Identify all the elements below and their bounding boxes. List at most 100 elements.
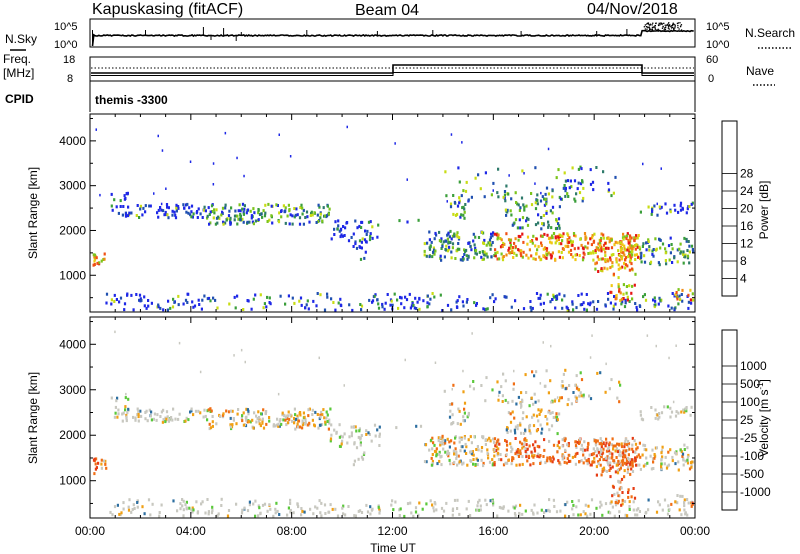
range-cell bbox=[442, 442, 445, 446]
range-cell bbox=[172, 407, 175, 411]
range-cell bbox=[517, 455, 521, 458]
range-cell bbox=[620, 248, 623, 252]
range-cell bbox=[469, 384, 472, 388]
range-cell bbox=[294, 413, 297, 417]
range-cell bbox=[573, 179, 577, 183]
range-cell bbox=[549, 300, 552, 304]
range-cell bbox=[278, 424, 281, 428]
range-cell bbox=[639, 305, 642, 308]
range-cell bbox=[682, 463, 685, 467]
noise-dot bbox=[662, 26, 664, 28]
range-cell bbox=[623, 442, 626, 446]
range-cell bbox=[104, 462, 107, 466]
range-cell bbox=[529, 240, 532, 243]
range-cell bbox=[446, 200, 448, 203]
range-cell bbox=[162, 308, 165, 312]
range-cell bbox=[302, 411, 305, 415]
range-cell bbox=[360, 434, 363, 437]
range-cell bbox=[485, 376, 488, 380]
range-cell bbox=[603, 266, 606, 270]
range-cell bbox=[182, 499, 185, 503]
range-cell bbox=[465, 300, 468, 304]
range-cell bbox=[524, 428, 527, 432]
range-cell bbox=[543, 232, 546, 236]
freq-left-tick-bottom: 8 bbox=[67, 73, 73, 85]
range-cell bbox=[488, 238, 492, 242]
range-cell bbox=[519, 423, 522, 427]
range-cell bbox=[684, 407, 687, 411]
y-tick-label: 4000 bbox=[59, 337, 86, 351]
range-cell bbox=[277, 392, 280, 396]
range-cell bbox=[534, 223, 538, 227]
range-cell bbox=[358, 239, 362, 243]
range-cell bbox=[596, 448, 599, 452]
range-cell bbox=[429, 245, 432, 249]
range-cell bbox=[513, 241, 516, 245]
range-cell bbox=[680, 450, 683, 454]
range-cell bbox=[237, 217, 240, 221]
range-cell bbox=[602, 447, 605, 451]
range-cell bbox=[595, 465, 598, 469]
range-cell bbox=[244, 416, 247, 420]
nsky-label: N.Sky bbox=[5, 32, 37, 46]
range-cell bbox=[157, 305, 160, 309]
range-cell bbox=[507, 509, 510, 513]
range-cell bbox=[432, 506, 435, 510]
range-cell bbox=[522, 443, 525, 446]
range-cell bbox=[369, 512, 372, 516]
range-cell bbox=[600, 246, 603, 250]
range-cell bbox=[543, 448, 546, 452]
range-cell bbox=[495, 441, 498, 445]
range-cell bbox=[239, 218, 242, 222]
range-cell bbox=[628, 500, 631, 504]
range-cell bbox=[610, 194, 613, 198]
range-cell bbox=[444, 248, 447, 251]
range-cell bbox=[626, 449, 629, 452]
range-cell bbox=[141, 505, 144, 509]
range-cell bbox=[583, 456, 587, 460]
range-cell bbox=[236, 412, 239, 416]
range-cell bbox=[243, 174, 245, 178]
range-cell bbox=[369, 232, 372, 236]
range-cell bbox=[171, 209, 174, 213]
range-cell bbox=[457, 407, 460, 411]
range-cell bbox=[592, 447, 595, 451]
range-cell bbox=[472, 462, 475, 466]
range-cell bbox=[475, 303, 478, 307]
range-cell bbox=[368, 238, 372, 242]
range-cell bbox=[272, 514, 275, 518]
range-cell bbox=[443, 255, 446, 259]
range-cell bbox=[621, 265, 624, 269]
range-cell bbox=[343, 384, 345, 387]
range-cell bbox=[516, 453, 519, 457]
range-cell bbox=[562, 372, 565, 376]
range-cell bbox=[171, 418, 174, 422]
range-cell bbox=[550, 256, 553, 260]
range-cell bbox=[102, 459, 106, 463]
range-cell bbox=[448, 451, 451, 455]
range-cell bbox=[532, 462, 535, 466]
range-cell bbox=[216, 221, 219, 225]
range-cell bbox=[206, 297, 209, 301]
range-cell bbox=[621, 498, 624, 502]
noise-right-tick-top: 10^5 bbox=[706, 21, 730, 33]
range-cell bbox=[602, 233, 605, 237]
range-cell bbox=[673, 203, 676, 207]
noise-dot bbox=[670, 29, 672, 32]
range-cell bbox=[669, 208, 672, 212]
range-cell bbox=[240, 348, 243, 352]
range-cell bbox=[246, 408, 249, 412]
range-cell bbox=[163, 213, 166, 217]
range-cell bbox=[298, 222, 302, 226]
range-cell bbox=[203, 205, 206, 209]
range-cell bbox=[545, 210, 548, 214]
range-cell bbox=[511, 399, 514, 403]
range-cell bbox=[664, 251, 667, 255]
range-cell bbox=[493, 437, 497, 441]
range-cell bbox=[447, 240, 450, 244]
range-cell bbox=[403, 306, 406, 310]
range-cell bbox=[537, 419, 540, 423]
range-cell bbox=[631, 464, 634, 468]
range-cell bbox=[692, 298, 695, 302]
range-cell bbox=[438, 230, 441, 234]
